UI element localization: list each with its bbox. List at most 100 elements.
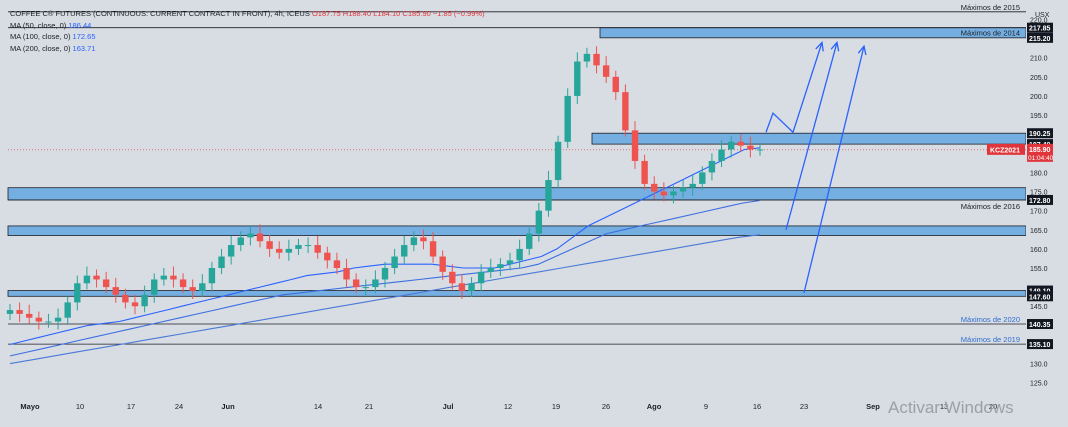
candle-body bbox=[756, 149, 764, 151]
candle-body bbox=[208, 268, 216, 284]
price-tick-label: 155.0 bbox=[1030, 266, 1048, 273]
time-axis: Mayo 10 17 24 Jun 14 21 Jul 12 19 26 Ago 9 16 23 Sep 13 2… bbox=[20, 402, 997, 411]
price-axis: 125.0 130.0 145.0 155.0 160.0 165.0 170.0 175.0… bbox=[987, 17, 1054, 388]
candle-body bbox=[381, 268, 389, 280]
legend-ma100-label: MA (100, close, 0) bbox=[10, 32, 71, 41]
time-tick-label: Mayo bbox=[20, 402, 40, 411]
time-tick-label: 19 bbox=[552, 402, 560, 411]
time-tick-label: 24 bbox=[175, 402, 183, 411]
candle-body bbox=[391, 256, 398, 268]
legend-title-row: COFFEE C® FUTURES (CONTINUOUS: CURRENT C… bbox=[10, 8, 485, 20]
price-label-box-2 bbox=[1027, 128, 1053, 139]
candle-body bbox=[102, 279, 110, 288]
price-label-box-7 bbox=[1027, 319, 1053, 330]
price-tick-label: 175.0 bbox=[1030, 190, 1048, 197]
chart-legend: COFFEE C® FUTURES (CONTINUOUS: CURRENT C… bbox=[10, 8, 485, 54]
price-tick-label: 220.0 bbox=[1030, 17, 1048, 24]
candles-layer bbox=[6, 46, 764, 330]
projection-arrowhead-1 bbox=[830, 40, 840, 52]
candle-body bbox=[64, 302, 71, 318]
price-label-1: 215.20 bbox=[1029, 36, 1051, 43]
candle-body bbox=[362, 287, 369, 289]
candle-body bbox=[304, 245, 312, 247]
zone-2 bbox=[7, 187, 1027, 201]
price-tick-label: 125.0 bbox=[1030, 381, 1048, 388]
price-label-0: 217.85 bbox=[1029, 26, 1051, 33]
contract-label: KCZ2021 bbox=[990, 147, 1020, 154]
candle-body bbox=[93, 275, 100, 280]
time-tick-label: 14 bbox=[314, 402, 322, 411]
candle-body bbox=[410, 237, 418, 246]
price-tick-label: 170.0 bbox=[1030, 209, 1048, 216]
price-tick-label: 210.0 bbox=[1030, 56, 1048, 63]
candle-body bbox=[612, 76, 619, 93]
candle-body bbox=[439, 256, 446, 272]
legend-ma200-label: MA (200, close, 0) bbox=[10, 43, 71, 53]
price-tick-label: 200.0 bbox=[1030, 94, 1048, 101]
last-price-label: 185.90 bbox=[1029, 147, 1051, 154]
candle-body bbox=[554, 141, 562, 181]
zone-1 bbox=[591, 132, 1027, 145]
price-label-box-5 bbox=[1027, 285, 1053, 296]
price-tick-label: 180.0 bbox=[1030, 170, 1048, 177]
candle-body bbox=[45, 321, 52, 323]
time-tick-label: 17 bbox=[127, 402, 135, 411]
candle-body bbox=[372, 279, 379, 288]
time-tick-label: 20 bbox=[989, 402, 997, 411]
candle-body bbox=[516, 248, 523, 261]
price-tick-label: 165.0 bbox=[1030, 228, 1048, 235]
candle-body bbox=[54, 317, 62, 322]
candle-body bbox=[218, 256, 225, 268]
price-axis-panel[interactable] bbox=[1026, 0, 1068, 422]
legend-ma200-row[interactable]: MA (200, close, 0) 163.71 bbox=[10, 43, 485, 55]
candle-body bbox=[16, 310, 23, 314]
candle-body bbox=[641, 160, 648, 184]
candle-body bbox=[727, 141, 735, 150]
projection-arrow-2 bbox=[803, 46, 865, 294]
candle-body bbox=[583, 53, 591, 62]
candle-body bbox=[449, 271, 456, 284]
candle-body bbox=[660, 191, 668, 196]
candle-body bbox=[227, 245, 235, 257]
candle-body bbox=[535, 210, 543, 234]
ma200-line bbox=[9, 234, 761, 365]
time-tick-label: 12 bbox=[504, 402, 512, 411]
price-label-8: 135.10 bbox=[1029, 342, 1051, 349]
legend-ma100-row[interactable]: MA (100, close, 0) 172.65 bbox=[10, 31, 485, 43]
time-tick-label: 21 bbox=[365, 402, 373, 411]
legend-ma50-value: 186.44 bbox=[68, 20, 92, 30]
time-tick-label: 23 bbox=[800, 402, 808, 411]
legend-ma50-row[interactable]: MA (50, close, 0) 186.44 bbox=[10, 20, 485, 32]
candle-body bbox=[122, 294, 129, 303]
candle-body bbox=[83, 275, 91, 284]
candle-body bbox=[747, 145, 754, 150]
projection-arrow-1 bbox=[785, 42, 838, 230]
zone-3 bbox=[7, 225, 1027, 236]
candle-body bbox=[420, 237, 427, 242]
arrows-layer bbox=[765, 40, 867, 294]
price-tick-label: 145.0 bbox=[1030, 304, 1048, 311]
price-label-7: 140.35 bbox=[1029, 322, 1051, 329]
price-tick-label: 195.0 bbox=[1030, 113, 1048, 120]
candle-body bbox=[689, 183, 696, 188]
candle-body bbox=[333, 260, 341, 268]
time-tick-label: 16 bbox=[753, 402, 761, 411]
candle-body bbox=[6, 310, 14, 314]
candle-body bbox=[266, 241, 273, 249]
price-tick-label: 160.0 bbox=[1030, 247, 1048, 254]
candle-body bbox=[679, 187, 687, 192]
candle-body bbox=[276, 248, 283, 253]
level-label-4: Máximos de 2019 bbox=[961, 335, 1020, 344]
legend-title: COFFEE C® FUTURES (CONTINUOUS: CURRENT C… bbox=[10, 9, 310, 18]
candle-body bbox=[295, 245, 302, 249]
time-tick-label: 26 bbox=[602, 402, 610, 411]
time-tick-label: Sep bbox=[866, 402, 880, 411]
candle-body bbox=[112, 287, 119, 295]
price-label-2: 190.25 bbox=[1029, 131, 1051, 138]
zone-4 bbox=[7, 290, 1027, 297]
candle-body bbox=[343, 268, 350, 280]
candle-body bbox=[26, 313, 33, 318]
